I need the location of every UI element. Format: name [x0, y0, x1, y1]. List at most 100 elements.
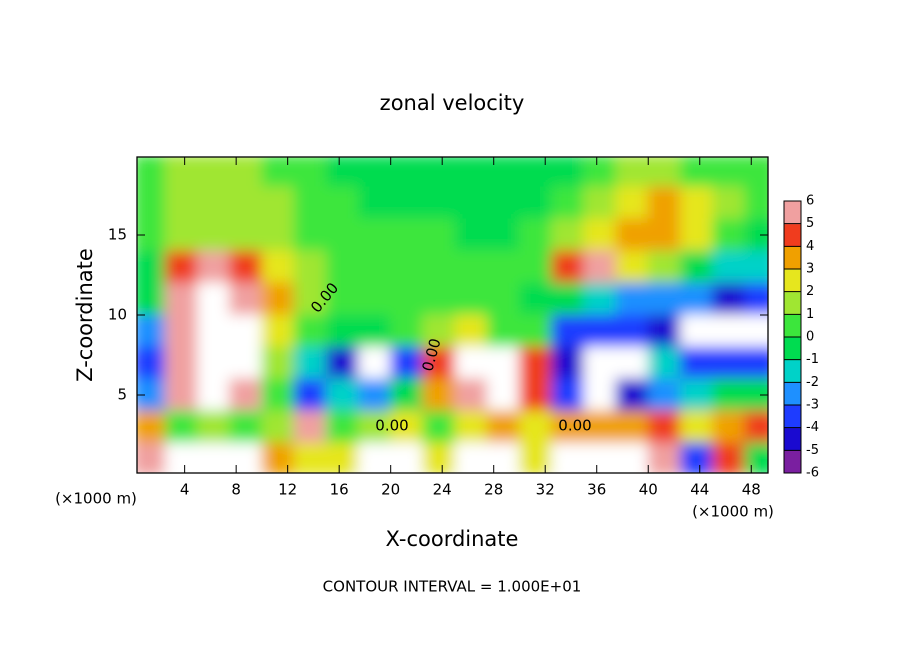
x-tick-label: 4	[180, 481, 190, 499]
cell	[137, 346, 166, 380]
cell	[422, 282, 456, 316]
colorbar-segment	[784, 382, 801, 406]
colorbar-tick-label: 0	[806, 330, 814, 345]
cell	[583, 250, 617, 284]
cell	[454, 314, 488, 348]
cell	[261, 410, 295, 444]
cell	[744, 218, 768, 252]
cell	[137, 186, 166, 220]
cell	[390, 346, 424, 380]
cell	[261, 218, 295, 252]
cell	[197, 410, 231, 444]
cell	[615, 250, 649, 284]
cell	[137, 157, 166, 188]
cell	[744, 282, 768, 316]
cell	[551, 250, 585, 284]
y-unit: (×1000 m)	[55, 490, 137, 508]
cell	[583, 346, 617, 380]
colorbar-segment	[784, 405, 801, 429]
cell	[615, 314, 649, 348]
cell	[293, 250, 327, 284]
cell	[647, 282, 681, 316]
cell	[164, 314, 199, 348]
cell	[615, 186, 649, 220]
cell	[615, 442, 649, 473]
colorbar-segment	[784, 223, 801, 247]
cell	[679, 442, 714, 473]
cell	[679, 157, 714, 188]
cell	[712, 314, 746, 348]
y-tick-label: 10	[108, 306, 127, 324]
x-unit: (×1000 m)	[692, 503, 774, 521]
cell	[583, 157, 617, 188]
colorbar-segment	[784, 291, 801, 315]
cell	[583, 442, 617, 473]
colorbar-tick-label: -3	[806, 398, 819, 413]
cell	[357, 314, 392, 348]
cell	[357, 346, 392, 380]
cell	[454, 442, 488, 473]
cell	[486, 250, 520, 284]
plot-frame	[136, 156, 769, 474]
cell	[137, 442, 166, 473]
cell	[422, 346, 456, 380]
cell	[454, 282, 488, 316]
cell	[164, 218, 199, 252]
cell	[137, 250, 166, 284]
cell	[486, 346, 520, 380]
cell	[137, 282, 166, 316]
cell	[390, 250, 424, 284]
cell	[679, 250, 714, 284]
cell	[422, 250, 456, 284]
cell	[390, 442, 424, 473]
cell	[357, 157, 392, 188]
cell	[486, 378, 520, 412]
cell	[454, 410, 488, 444]
cell	[744, 314, 768, 348]
cell	[293, 314, 327, 348]
cell	[197, 346, 231, 380]
cell	[229, 218, 263, 252]
cell	[486, 314, 520, 348]
cell	[197, 186, 231, 220]
colorbar-tick-label: -6	[806, 466, 819, 481]
cell	[551, 346, 585, 380]
cell	[518, 282, 553, 316]
cell	[518, 314, 553, 348]
cell	[486, 157, 520, 188]
colorbar-tick-label: 2	[806, 284, 814, 299]
cell	[357, 282, 392, 316]
colorbar-segment	[784, 314, 801, 338]
x-tick-label: 36	[587, 481, 606, 499]
cell	[325, 157, 359, 188]
colorbar-segment	[784, 201, 801, 225]
cell	[229, 250, 263, 284]
contour-label: 0.00	[558, 417, 591, 435]
cell	[390, 157, 424, 188]
cell	[229, 314, 263, 348]
cell	[422, 157, 456, 188]
cell	[679, 346, 714, 380]
cell	[583, 282, 617, 316]
cell	[422, 378, 456, 412]
cell	[261, 157, 295, 188]
cell	[615, 346, 649, 380]
cell	[518, 410, 553, 444]
cell	[551, 442, 585, 473]
cell	[551, 314, 585, 348]
cell	[551, 186, 585, 220]
cell	[615, 218, 649, 252]
cell	[197, 378, 231, 412]
cell	[164, 378, 199, 412]
cell	[679, 378, 714, 412]
x-tick-label: 12	[278, 481, 297, 499]
cell	[454, 186, 488, 220]
cell	[712, 157, 746, 188]
cell	[615, 157, 649, 188]
cell	[422, 442, 456, 473]
cell	[518, 346, 553, 380]
cell	[390, 282, 424, 316]
cell	[486, 442, 520, 473]
x-tick-label: 32	[536, 481, 555, 499]
